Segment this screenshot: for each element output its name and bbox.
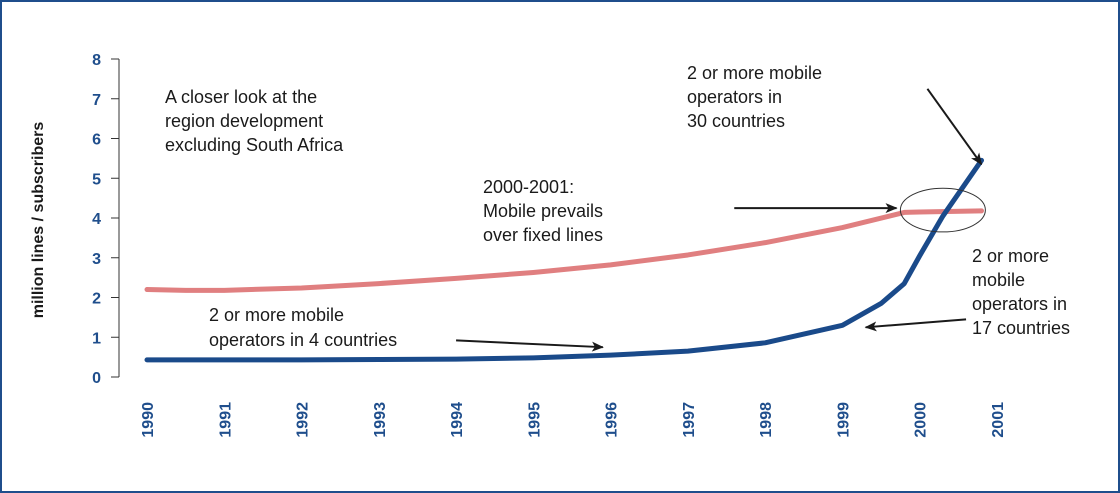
x-tick-label: 1997 [681,402,698,438]
annotation-line: Mobile prevails [483,201,603,221]
x-tick-label: 2000 [913,402,930,438]
annotation-line: region development [165,111,323,131]
annotation-text: 2 or more mobile operators in 4 countries [209,305,397,350]
annotation-arrow [864,318,967,332]
x-tick-label: 1991 [217,402,234,438]
annotation-text: 2 or more mobile operators in 17 countries [972,246,1070,338]
annotation-arrow [926,88,983,166]
annotation-line: operators in 4 countries [209,330,397,350]
y-tick-label: 4 [92,211,101,228]
fixed-lines-series [144,208,985,293]
annotation-line: 2 or more mobile [209,305,344,325]
x-tick-label: 1993 [372,402,389,438]
annotation-text: 2000-2001: Mobile prevails over fixed line… [483,177,603,245]
mobile-series [144,157,985,363]
annotation-line: operators in [972,294,1067,314]
y-tick-label: 8 [92,52,101,69]
annotation-arrow [456,339,604,352]
annotation-line: 30 countries [687,111,785,131]
x-tick-label: 1992 [295,402,312,438]
annotation-line: operators in [687,87,782,107]
highlight-ellipse [899,187,986,233]
annotation-line: 2000-2001: [483,177,574,197]
annotation-line: over fixed lines [483,225,603,245]
x-tick-label: 1999 [835,402,852,438]
y-tick-label: 7 [92,92,101,109]
y-tick-label: 5 [92,171,101,188]
annotation-line: 2 or more [972,246,1049,266]
x-tick-label: 1994 [449,402,466,438]
y-tick-label: 1 [92,330,101,347]
annotation-line: excluding South Africa [165,135,344,155]
x-tick-label: 1996 [604,402,621,438]
annotation-line: A closer look at the [165,87,317,107]
annotation-line: 17 countries [972,318,1070,338]
x-tick-label: 1995 [526,402,543,438]
annotation-text: 2 or more mobile operators in 30 countries [687,63,822,131]
annotation-line: 2 or more mobile [687,63,822,83]
annotation-line: mobile [972,270,1025,290]
y-axis-title: million lines / subscribers [30,122,47,319]
x-tick-label: 2001 [990,402,1007,438]
annotation-text: A closer look at the region development ex… [165,87,344,155]
y-tick-label: 3 [92,251,101,268]
x-tick-label: 1990 [140,402,157,438]
x-tick-label: 1998 [758,402,775,438]
y-tick-label: 0 [92,370,101,387]
y-tick-label: 2 [92,291,101,308]
y-tick-label: 6 [92,132,101,149]
